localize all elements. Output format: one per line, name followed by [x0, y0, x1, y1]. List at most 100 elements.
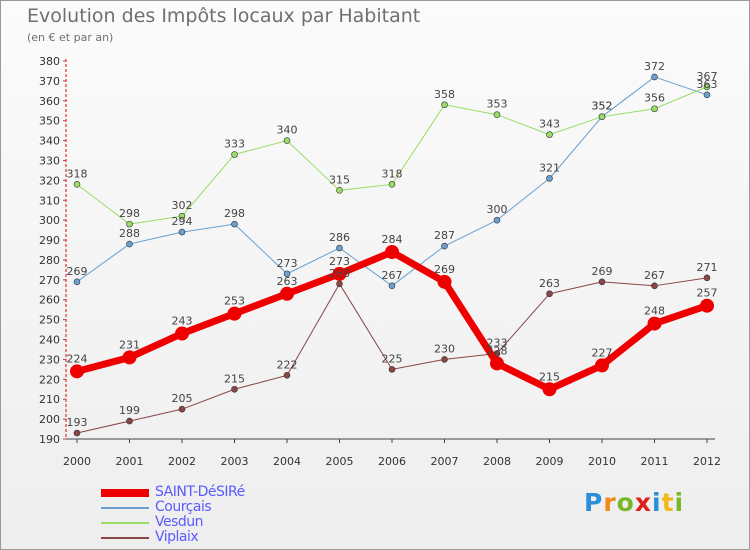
- legend-swatch: [101, 489, 149, 497]
- data-point: [700, 298, 714, 313]
- data-point: [70, 364, 84, 379]
- data-label: 340: [277, 124, 298, 137]
- data-point: [595, 358, 609, 373]
- data-point: [385, 244, 399, 259]
- data-label: 215: [539, 370, 560, 383]
- data-label: 356: [644, 92, 665, 105]
- y-tick-label: 290: [39, 234, 60, 247]
- data-label: 300: [487, 203, 508, 216]
- data-point: [703, 91, 711, 99]
- data-label: 233: [487, 336, 508, 349]
- brand-logo-letter: P: [584, 488, 604, 517]
- data-point: [542, 382, 557, 397]
- data-point: [651, 105, 658, 113]
- data-label: 230: [434, 342, 455, 355]
- data-point: [546, 131, 553, 138]
- data-point: [283, 270, 291, 278]
- data-point: [73, 429, 81, 437]
- y-tick-label: 370: [39, 75, 60, 88]
- data-point: [441, 242, 448, 250]
- x-tick-label: 2006: [378, 455, 406, 468]
- data-label: 267: [382, 269, 403, 282]
- x-tick-label: 2005: [326, 455, 354, 468]
- data-label: 294: [172, 215, 193, 228]
- data-point: [280, 286, 294, 301]
- data-point: [227, 306, 242, 321]
- data-label: 199: [119, 404, 140, 417]
- legend-label: SAINT-DéSIRé: [155, 484, 245, 500]
- data-label: 352: [592, 100, 613, 113]
- data-label: 302: [172, 199, 193, 212]
- y-tick-label: 240: [39, 334, 60, 347]
- data-label: 222: [277, 358, 298, 371]
- x-tick-label: 2011: [641, 455, 669, 468]
- legend-swatch: [101, 522, 149, 524]
- data-label: 287: [434, 229, 455, 242]
- data-label: 268: [329, 267, 350, 280]
- data-label: 257: [697, 287, 718, 300]
- data-label: 267: [644, 269, 665, 282]
- data-label: 225: [382, 352, 403, 365]
- data-label: 284: [382, 233, 403, 246]
- data-label: 333: [224, 138, 245, 151]
- x-tick-label: 2009: [536, 455, 564, 468]
- y-tick-label: 230: [39, 353, 60, 366]
- data-point: [126, 240, 133, 248]
- data-label: 269: [592, 265, 613, 278]
- data-label: 318: [67, 167, 88, 180]
- chart-subtitle: (en € et par an): [27, 31, 114, 44]
- data-point: [126, 417, 133, 425]
- y-tick-label: 270: [39, 274, 60, 287]
- data-point: [122, 350, 137, 365]
- data-label: 231: [119, 338, 140, 351]
- data-label: 271: [697, 261, 718, 274]
- data-label: 263: [277, 275, 298, 288]
- data-point: [178, 405, 186, 413]
- x-tick-label: 2004: [273, 455, 301, 468]
- data-point: [175, 326, 189, 341]
- data-labels: 2692882942982732862672873003213523723633…: [67, 60, 718, 429]
- data-point: [703, 274, 711, 282]
- y-tick-label: 300: [39, 214, 60, 227]
- data-label: 269: [434, 263, 455, 276]
- data-point: [332, 266, 347, 281]
- y-tick-label: 190: [39, 433, 60, 446]
- y-tick-label: 280: [39, 254, 60, 267]
- data-point: [126, 220, 133, 228]
- y-tick-label: 350: [39, 115, 60, 128]
- brand-logo-letter: t: [661, 488, 675, 517]
- series-3: [73, 274, 711, 437]
- legend-label: Viplaix: [155, 529, 199, 545]
- y-tick-label: 340: [39, 135, 60, 148]
- y-tick-label: 360: [39, 95, 60, 108]
- data-label: 269: [67, 265, 88, 278]
- brand-logo-letter: o: [616, 488, 635, 517]
- data-point: [598, 278, 606, 286]
- data-point: [493, 111, 501, 119]
- data-point: [73, 181, 81, 188]
- data-label: 298: [224, 207, 245, 220]
- brand-logo-letter: r: [603, 488, 617, 517]
- data-label: 286: [329, 231, 350, 244]
- data-point: [493, 216, 501, 224]
- data-label: 224: [67, 352, 88, 365]
- brand-logo-letter: i: [652, 488, 662, 517]
- data-label: 315: [329, 173, 350, 186]
- x-tick-label: 2001: [116, 455, 144, 468]
- data-label: 205: [172, 392, 193, 405]
- series-2: [73, 83, 711, 228]
- data-label: 298: [119, 207, 140, 220]
- chart-title: Evolution des Impôts locaux par Habitant: [27, 5, 421, 27]
- data-point: [388, 181, 396, 188]
- x-tick-label: 2000: [63, 455, 91, 468]
- data-point: [651, 73, 658, 81]
- data-label: 228: [487, 344, 508, 357]
- data-point: [490, 356, 504, 371]
- brand-logo-letter: x: [634, 488, 652, 517]
- x-tick-label: 2012: [693, 455, 721, 468]
- data-label: 215: [224, 372, 245, 385]
- data-label: 352: [592, 100, 613, 113]
- data-point: [336, 244, 343, 252]
- data-label: 321: [539, 161, 560, 174]
